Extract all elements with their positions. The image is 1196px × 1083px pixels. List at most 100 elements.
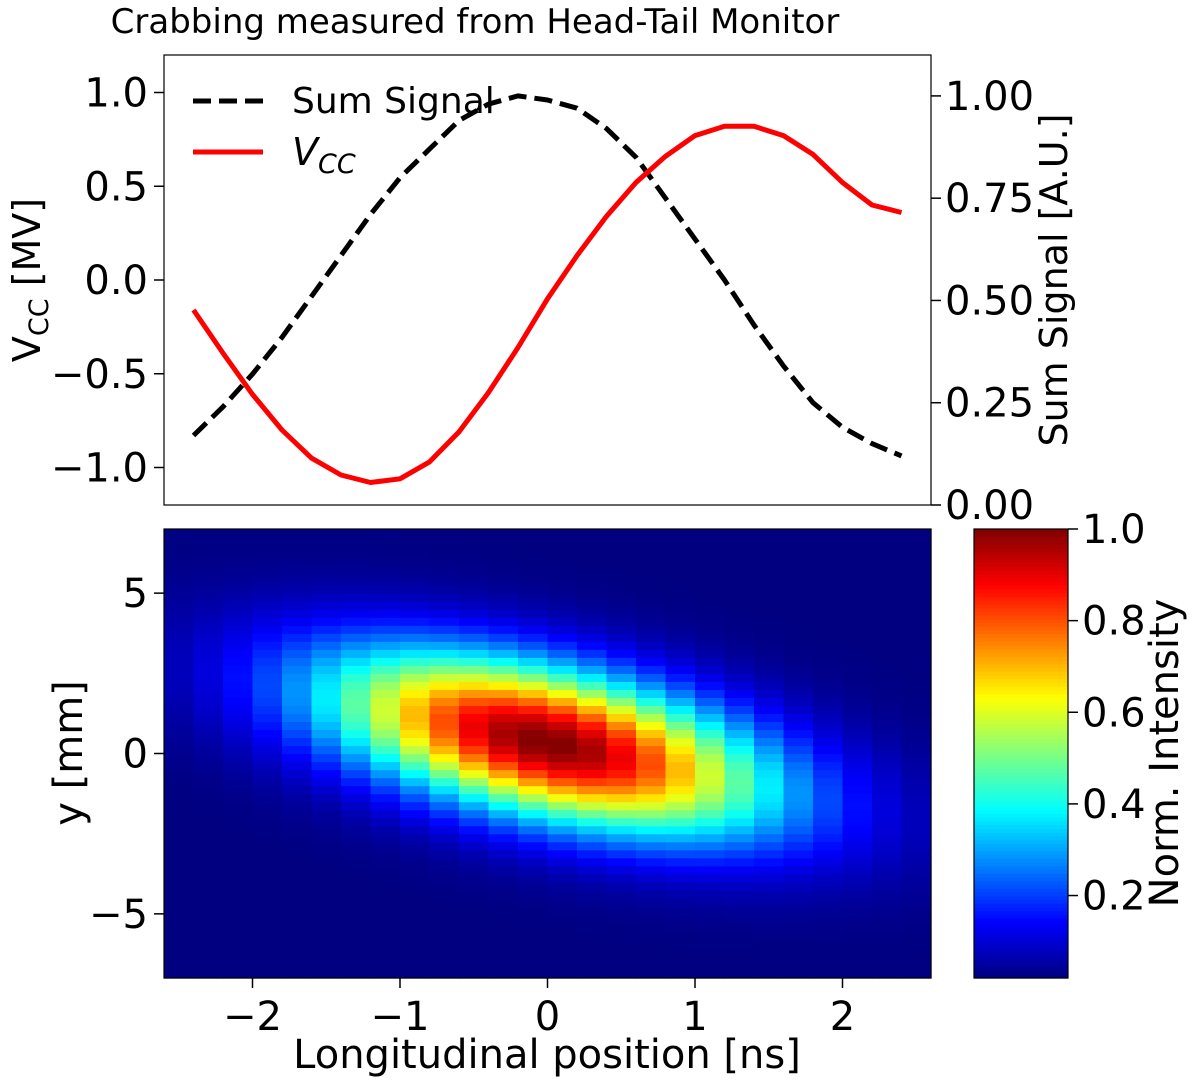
heatmap-cell xyxy=(429,873,460,883)
heatmap-cell xyxy=(164,705,195,715)
colorbar-segment xyxy=(974,832,1068,837)
heatmap-x-tick-label: −1 xyxy=(371,994,430,1040)
heatmap-cell xyxy=(429,945,460,955)
heatmap-cell xyxy=(842,561,873,570)
heatmap-cell xyxy=(606,745,637,755)
heatmap-cell xyxy=(400,745,431,755)
heatmap-cell xyxy=(400,929,431,939)
heatmap-cell xyxy=(724,649,755,658)
heatmap-cell xyxy=(488,585,519,594)
heatmap-cell xyxy=(400,625,431,634)
heatmap-cell xyxy=(488,873,519,883)
heatmap-cell xyxy=(252,905,283,915)
heatmap-cell xyxy=(754,537,785,546)
heatmap-cell xyxy=(223,641,254,650)
heatmap-cell xyxy=(223,865,254,875)
heatmap-cell xyxy=(459,841,490,851)
heatmap-cell xyxy=(488,577,519,586)
heatmap-cell xyxy=(783,657,814,666)
heatmap-cell xyxy=(459,929,490,939)
heatmap-cell xyxy=(695,921,726,931)
heatmap-cell xyxy=(459,817,490,827)
heatmap-cell xyxy=(164,577,195,586)
heatmap-cell xyxy=(400,729,431,739)
heatmap-cell xyxy=(164,793,195,803)
heatmap-cell xyxy=(636,561,667,570)
heatmap-cell xyxy=(872,577,903,586)
heatmap-cell xyxy=(842,793,873,803)
heatmap-cell xyxy=(547,633,578,642)
heatmap-cell xyxy=(518,569,549,578)
heatmap-cell xyxy=(223,761,254,771)
heatmap-cell xyxy=(813,817,844,827)
heatmap-cell xyxy=(783,673,814,682)
heatmap-cell xyxy=(695,657,726,666)
heatmap-cell xyxy=(724,721,755,731)
heatmap-cell xyxy=(901,633,932,642)
heatmap-cell xyxy=(488,569,519,578)
heatmap-cell xyxy=(783,649,814,658)
heatmap-cell xyxy=(400,681,431,690)
heatmap-cell xyxy=(872,561,903,570)
heatmap-cell xyxy=(164,785,195,795)
heatmap-cell xyxy=(547,953,578,963)
heatmap-cell xyxy=(724,777,755,787)
heatmap-cell xyxy=(665,745,696,755)
heatmap-cell xyxy=(488,921,519,931)
heatmap-cell xyxy=(370,793,401,803)
heatmap-cell xyxy=(724,641,755,650)
heatmap-cell xyxy=(813,537,844,546)
heatmap-cell xyxy=(636,721,667,731)
colorbar-segment xyxy=(974,809,1068,814)
heatmap-cell xyxy=(282,633,313,642)
heatmap-cell xyxy=(606,545,637,554)
heatmap-cell xyxy=(223,801,254,811)
heatmap-cell xyxy=(193,881,224,891)
heatmap-cell xyxy=(783,721,814,731)
heatmap-cell xyxy=(665,961,696,971)
heatmap-cell xyxy=(695,649,726,658)
heatmap-cell xyxy=(282,929,313,939)
heatmap-cell xyxy=(636,673,667,682)
heatmap-cell xyxy=(518,721,549,731)
heatmap-cell xyxy=(311,609,342,618)
heatmap-cell xyxy=(459,657,490,666)
heatmap-cell xyxy=(547,841,578,851)
heatmap-cell xyxy=(193,777,224,787)
heatmap-cell xyxy=(429,601,460,610)
heatmap-cell xyxy=(636,729,667,739)
heatmap-cell xyxy=(547,785,578,795)
heatmap-cell xyxy=(754,849,785,859)
heatmap-cell xyxy=(341,825,372,835)
heatmap-cell xyxy=(577,777,608,787)
heatmap-cell xyxy=(901,689,932,698)
heatmap-cell xyxy=(518,793,549,803)
heatmap-cell xyxy=(724,857,755,867)
heatmap-cell xyxy=(872,569,903,578)
heatmap-cell xyxy=(665,657,696,666)
heatmap-cell xyxy=(459,649,490,658)
heatmap-cell xyxy=(872,697,903,706)
heatmap-cell xyxy=(488,601,519,610)
heatmap-cell xyxy=(223,657,254,666)
heatmap-cell xyxy=(341,721,372,731)
heatmap-cell xyxy=(193,689,224,698)
colorbar-segment xyxy=(974,652,1068,657)
heatmap-cell xyxy=(724,553,755,562)
heatmap-cell xyxy=(223,777,254,787)
heatmap-cell xyxy=(577,537,608,546)
heatmap-cell xyxy=(370,625,401,634)
heatmap-cell xyxy=(400,881,431,891)
heatmap-cell xyxy=(429,681,460,690)
heatmap-cell xyxy=(754,929,785,939)
heatmap-cell xyxy=(488,825,519,835)
heatmap-cell xyxy=(665,865,696,875)
heatmap-cell xyxy=(252,953,283,963)
heatmap-cell xyxy=(783,553,814,562)
heatmap-cell xyxy=(370,713,401,723)
colorbar-label: Norm. Intensity xyxy=(1142,599,1188,908)
heatmap-cell xyxy=(341,617,372,626)
heatmap-cell xyxy=(341,697,372,706)
heatmap-cell xyxy=(606,593,637,602)
colorbar-segment xyxy=(974,862,1068,867)
